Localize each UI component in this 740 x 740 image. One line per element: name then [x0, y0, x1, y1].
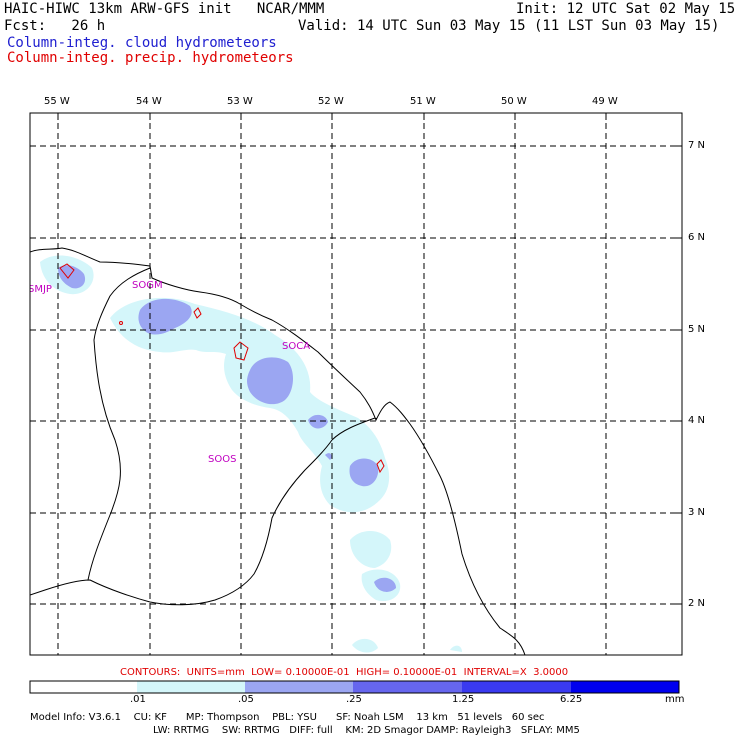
- lat-label-2n: 2 N: [688, 598, 706, 609]
- map-ticks: [57, 113, 682, 605]
- model-info-line1: Model Info: V3.6.1 CU: KF MP: Thompson P…: [30, 712, 545, 723]
- lon-label-52w: 52 W: [318, 96, 344, 107]
- lon-label-53w: 53 W: [227, 96, 253, 107]
- lat-label-3n: 3 N: [688, 507, 706, 518]
- contours-info: CONTOURS: UNITS=mm LOW= 0.10000E-01 HIGH…: [120, 667, 569, 678]
- station-soca: SOCA: [282, 341, 310, 352]
- field-cloud-label: Column-integ. cloud hydrometeors: [7, 35, 277, 51]
- shading-medium: [58, 265, 396, 592]
- colorbar-tick-2: .05: [238, 694, 254, 705]
- lon-label-49w: 49 W: [592, 96, 618, 107]
- colorbar-tick-3: .25: [346, 694, 362, 705]
- forecast-hour: Fcst: 26 h: [4, 18, 106, 34]
- station-soos: SOOS: [208, 454, 236, 465]
- station-smjp: SMJP: [28, 284, 52, 295]
- colorbar-bin-1: [137, 681, 245, 693]
- lat-label-5n: 5 N: [688, 324, 706, 335]
- lon-label-51w: 51 W: [410, 96, 436, 107]
- map-frame: [29, 112, 683, 656]
- colorbar-bin-3: [353, 681, 462, 693]
- valid-time: Valid: 14 UTC Sun 03 May 15 (11 LST Sun …: [298, 18, 720, 34]
- lon-label-54w: 54 W: [136, 96, 162, 107]
- plot-title: HAIC-HIWC 13km ARW-GFS init NCAR/MMM: [4, 1, 325, 17]
- colorbar-bin-4: [462, 681, 571, 693]
- colorbar-tick-5: 6.25: [560, 694, 583, 705]
- colorbar-bin-2: [245, 681, 353, 693]
- colorbar-tick-4: 1.25: [452, 694, 475, 705]
- precip-contours: [59, 263, 385, 474]
- colorbar-unit: mm: [665, 694, 685, 705]
- lat-label-7n: 7 N: [688, 140, 706, 151]
- colorbar-bin-5: [571, 681, 679, 693]
- coastlines: [30, 247, 526, 655]
- station-sogm: SOGM: [132, 280, 163, 291]
- field-precip-label: Column-integ. precip. hydrometeors: [7, 50, 294, 66]
- station-labels: SMJP SOGM SOCA SOOS: [28, 280, 310, 465]
- lon-label-55w: 55 W: [44, 96, 70, 107]
- lat-lon-grid: [30, 113, 682, 655]
- lat-label-6n: 6 N: [688, 232, 706, 243]
- lat-label-4n: 4 N: [688, 415, 706, 426]
- init-time: Init: 12 UTC Sat 02 May 15: [516, 1, 736, 17]
- model-info-line2: LW: RRTMG SW: RRTMG DIFF: full KM: 2D Sm…: [153, 725, 580, 736]
- colorbar-tick-1: .01: [130, 694, 146, 705]
- colorbar-frame: [29, 680, 680, 694]
- lon-label-50w: 50 W: [501, 96, 527, 107]
